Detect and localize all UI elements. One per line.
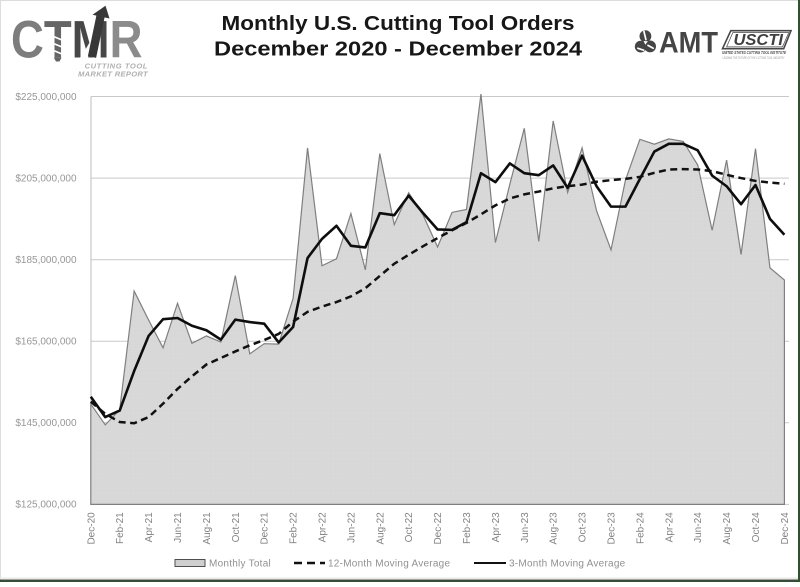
svg-text:$125,000,000: $125,000,000: [15, 500, 77, 511]
svg-text:Jun-24: Jun-24: [693, 512, 704, 543]
svg-text:Apr-24: Apr-24: [664, 512, 675, 542]
svg-text:12-Month Moving Average: 12-Month Moving Average: [328, 559, 450, 570]
svg-text:3-Month Moving Average: 3-Month Moving Average: [509, 559, 626, 570]
svg-text:Apr-22: Apr-22: [318, 512, 329, 542]
svg-text:Dec-20: Dec-20: [86, 512, 97, 545]
svg-text:MARKET REPORT: MARKET REPORT: [78, 70, 149, 79]
svg-text:$225,000,000: $225,000,000: [15, 92, 77, 103]
svg-text:AMT: AMT: [659, 27, 718, 60]
svg-text:Dec-22: Dec-22: [433, 512, 444, 545]
svg-text:USCTI: USCTI: [734, 32, 784, 49]
svg-text:LEADING THE FUTURE OF THE CUTT: LEADING THE FUTURE OF THE CUTTING TOOL I…: [723, 56, 785, 60]
svg-text:December 2020 - December 2024: December 2020 - December 2024: [214, 38, 583, 61]
svg-text:Jun-23: Jun-23: [520, 512, 531, 543]
svg-text:CTMR: CTMR: [11, 10, 142, 69]
svg-text:Oct-23: Oct-23: [578, 512, 589, 542]
svg-text:Feb-22: Feb-22: [289, 512, 300, 544]
svg-text:Apr-23: Apr-23: [491, 512, 502, 542]
svg-text:Jun-21: Jun-21: [173, 512, 184, 543]
svg-text:Aug-24: Aug-24: [722, 512, 733, 545]
svg-text:Apr-21: Apr-21: [144, 512, 155, 542]
svg-text:UNITED STATES CUTTING TOOL INS: UNITED STATES CUTTING TOOL INSTITUTE: [722, 50, 787, 56]
svg-text:Feb-24: Feb-24: [635, 512, 646, 544]
svg-text:Dec-23: Dec-23: [607, 512, 618, 545]
svg-text:Aug-23: Aug-23: [549, 512, 560, 545]
svg-text:$145,000,000: $145,000,000: [15, 418, 77, 429]
svg-text:Feb-21: Feb-21: [115, 512, 126, 544]
svg-text:Oct-21: Oct-21: [231, 512, 242, 542]
svg-text:Monthly U.S. Cutting Tool Orde: Monthly U.S. Cutting Tool Orders: [222, 12, 575, 35]
svg-text:Dec-24: Dec-24: [780, 512, 791, 545]
svg-text:Monthly Total: Monthly Total: [209, 559, 271, 570]
svg-text:Dec-21: Dec-21: [260, 512, 271, 545]
svg-text:Oct-22: Oct-22: [404, 512, 415, 542]
svg-text:Aug-21: Aug-21: [202, 512, 213, 545]
svg-text:$185,000,000: $185,000,000: [15, 255, 77, 266]
svg-text:Aug-22: Aug-22: [375, 512, 386, 545]
svg-text:$165,000,000: $165,000,000: [15, 337, 77, 348]
svg-text:Jun-22: Jun-22: [346, 512, 357, 543]
svg-text:Oct-24: Oct-24: [751, 512, 762, 542]
svg-text:Feb-23: Feb-23: [462, 512, 473, 544]
svg-text:$205,000,000: $205,000,000: [15, 173, 77, 184]
svg-text:CUTTING TOOL: CUTTING TOOL: [85, 62, 148, 71]
